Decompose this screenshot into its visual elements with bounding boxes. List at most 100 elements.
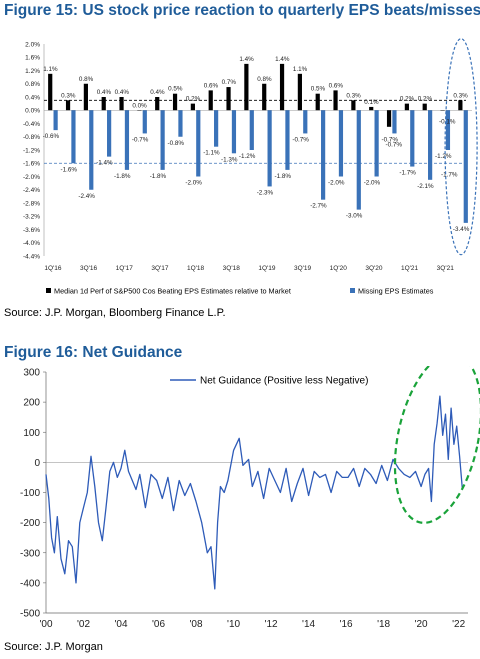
beats-data-label: 0.5% (311, 86, 326, 93)
x-tick-label: '06 (152, 619, 165, 630)
misses-bar (178, 110, 183, 137)
x-tick-label: '18 (377, 619, 390, 630)
misses-data-label: -2.1% (417, 183, 434, 190)
beats-data-label: 0.2% (186, 96, 201, 103)
y-tick-label: 1.6% (25, 55, 40, 62)
beats-bar (297, 73, 302, 111)
beats-data-label: -0.1% (439, 119, 456, 126)
misses-bar (53, 110, 58, 131)
misses-bar (410, 110, 415, 167)
y-tick-label: -3.2% (23, 214, 40, 221)
x-tick-label: 1Q'21 (401, 265, 419, 272)
y-tick-label: -2.8% (23, 200, 40, 207)
beats-data-label: 1.1% (43, 66, 58, 73)
y-tick-label: -1.6% (23, 161, 40, 168)
y-tick-label: -0.8% (23, 134, 40, 141)
y-tick-label: -1.2% (23, 147, 40, 154)
misses-data-label: -0.6% (43, 133, 60, 140)
y-tick-label: 100 (23, 428, 40, 439)
beats-data-label: 1.1% (293, 66, 308, 73)
misses-data-label: -1.7% (441, 172, 458, 179)
y-tick-label: -0.4% (23, 121, 40, 128)
beats-data-label: 0.8% (79, 76, 94, 83)
misses-data-label: -1.2% (435, 153, 452, 160)
x-tick-label: '16 (340, 619, 353, 630)
legend-label-misses: Missing EPS Estimates (358, 287, 434, 296)
misses-bar (285, 110, 290, 170)
y-tick-label: 0.0% (25, 108, 40, 115)
misses-bar (356, 110, 361, 210)
x-tick-label: '02 (77, 619, 90, 630)
x-tick-label: 3Q'21 (437, 265, 455, 272)
beats-data-label: 0.7% (222, 79, 237, 86)
beats-bar (208, 90, 213, 111)
misses-data-label: -2.0% (328, 180, 345, 187)
beats-data-label: 0.5% (168, 86, 183, 93)
misses-data-label: -2.7% (310, 203, 327, 210)
beats-bar (226, 87, 231, 111)
x-tick-label: 3Q'17 (151, 265, 169, 272)
misses-data-label: -2.0% (364, 180, 381, 187)
x-tick-label: 3Q'16 (80, 265, 98, 272)
beats-bar (333, 90, 338, 111)
misses-data-label: -3.4% (453, 226, 470, 233)
beats-data-label: 0.4% (97, 89, 112, 96)
x-tick-label: 1Q'19 (258, 265, 276, 272)
figure-16-title: Figure 16: Net Guidance (4, 344, 183, 361)
net-guidance-series-line (45, 395, 464, 590)
misses-bar (231, 110, 237, 154)
figure-16-chart: 300 200 100 0 -100 -200 -300 -400 -500'00 '02 '04 '… (20, 366, 480, 630)
y-tick-label: 0.8% (25, 81, 40, 88)
legend-swatch-misses (350, 288, 355, 293)
y-tick-label: -400 (20, 578, 40, 589)
x-tick-label: '04 (114, 619, 127, 630)
legend-label-beats: Median 1d Perf of S&P500 Cos Beating EPS… (54, 287, 291, 296)
misses-bar (374, 110, 379, 177)
misses-data-label: -2.0% (185, 180, 202, 187)
beats-bar (279, 63, 285, 111)
beats-bar (119, 97, 124, 111)
misses-data-label: -0.7% (132, 136, 149, 143)
misses-data-label: -3.0% (346, 213, 363, 220)
misses-bar (338, 110, 344, 177)
misses-data-label: -1.7% (399, 170, 416, 177)
y-tick-label: -4.4% (23, 253, 40, 260)
x-tick-label: 3Q'18 (223, 265, 241, 272)
x-tick-label: '14 (302, 619, 315, 630)
beats-bar (48, 73, 53, 111)
y-tick-label: 1.2% (25, 68, 40, 75)
misses-data-label: -0.7% (292, 136, 309, 143)
y-tick-label: -2.0% (23, 174, 40, 181)
misses-data-label: -2.4% (78, 193, 95, 200)
beats-data-label: 0.3% (453, 92, 468, 99)
misses-data-label: -1.4% (96, 160, 113, 167)
misses-data-label: -1.6% (61, 166, 78, 173)
y-tick-label: -2.4% (23, 187, 40, 194)
misses-data-label: -1.8% (114, 173, 131, 180)
misses-bar (142, 110, 147, 134)
figure-15-chart: 2.0%1.6%1.2%0.8%0.4%0.0%-0.4%-0.8%-1.2%-… (23, 38, 478, 296)
misses-data-label: -0.8% (168, 140, 185, 147)
misses-bar (303, 110, 308, 134)
y-tick-label: 0 (34, 458, 40, 469)
misses-bar (463, 110, 468, 223)
misses-data-label: -1.8% (150, 173, 167, 180)
beats-data-label: -0.7% (386, 142, 403, 149)
beats-data-label: 1.4% (239, 56, 254, 63)
misses-bar (160, 110, 165, 170)
beats-data-label: 0.3% (346, 92, 361, 99)
x-tick-label: '00 (39, 619, 52, 630)
y-tick-label: 200 (23, 398, 40, 409)
beats-bar (244, 63, 249, 111)
y-tick-label: 300 (23, 368, 40, 379)
beats-data-label: 0.3% (61, 92, 76, 99)
x-tick-label: '10 (227, 619, 240, 630)
misses-bar (428, 110, 433, 180)
y-tick-label: -500 (20, 609, 40, 620)
y-tick-label: -300 (20, 548, 40, 559)
figure-16-source: Source: J.P. Morgan (4, 641, 103, 653)
beats-bar (101, 97, 106, 111)
y-tick-label: 2.0% (25, 41, 40, 48)
misses-data-label: -1.8% (275, 173, 292, 180)
misses-bar (89, 110, 94, 190)
